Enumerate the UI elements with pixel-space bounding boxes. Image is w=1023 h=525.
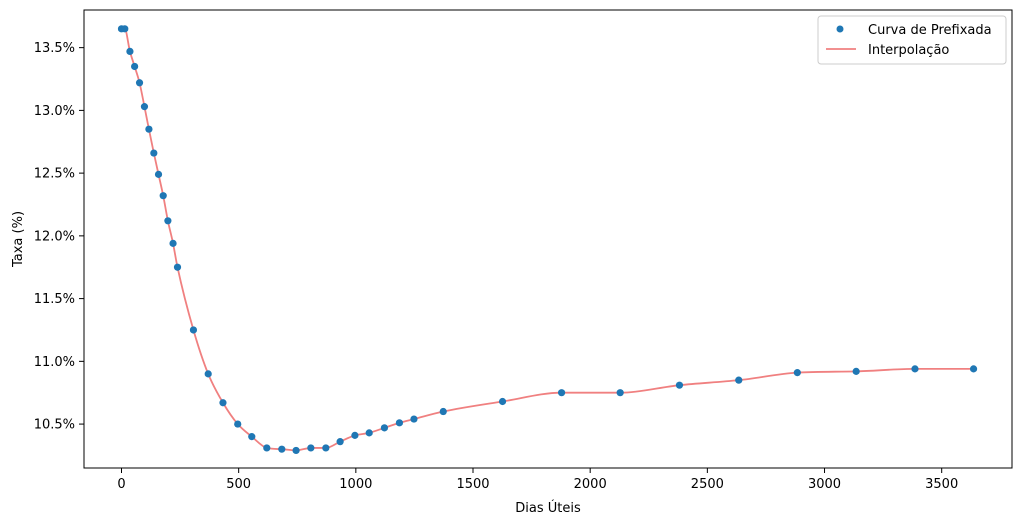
data-point	[336, 438, 344, 446]
data-point	[911, 365, 919, 373]
scatter-points-layer	[117, 25, 978, 455]
x-axis-label: Dias Úteis	[515, 500, 581, 516]
x-tick-label: 3000	[808, 477, 841, 492]
x-tick-label: 500	[226, 477, 251, 492]
x-tick-label: 3500	[925, 477, 958, 492]
data-point	[126, 47, 134, 56]
data-point	[292, 446, 300, 455]
y-tick-label: 11.5%	[34, 292, 75, 307]
y-tick-label: 13.0%	[34, 104, 75, 119]
data-point	[263, 444, 271, 452]
data-point	[204, 370, 212, 378]
data-point	[675, 381, 684, 389]
data-point	[322, 444, 330, 452]
legend-box	[817, 15, 1007, 65]
y-tick-label: 10.5%	[34, 418, 75, 433]
data-point	[307, 444, 315, 452]
y-tick-label: 13.5%	[34, 41, 75, 56]
data-point	[234, 420, 242, 428]
data-point	[159, 192, 167, 200]
data-point	[131, 62, 139, 71]
legend-label-line: Interpolação	[868, 43, 949, 58]
data-point	[969, 365, 978, 373]
data-point	[351, 431, 359, 439]
data-point	[395, 419, 404, 427]
legend-label-scatter: Curva de Prefixada	[868, 23, 992, 38]
data-point	[380, 424, 389, 432]
data-point	[735, 376, 743, 384]
data-point	[140, 103, 149, 111]
data-point	[173, 263, 182, 271]
data-point	[439, 407, 447, 416]
x-tick-label: 1500	[456, 477, 489, 492]
data-point	[219, 399, 227, 407]
data-point	[121, 25, 129, 33]
data-point	[557, 389, 566, 397]
data-point	[135, 79, 144, 87]
x-tick-label: 2000	[574, 477, 607, 492]
x-tick-label: 2500	[691, 477, 724, 492]
data-point	[169, 239, 177, 247]
data-point	[150, 149, 158, 157]
data-point	[498, 397, 507, 406]
x-axis: 0 500 1000 1500 2000 2500 3000 3500	[117, 468, 958, 492]
data-point	[616, 389, 624, 397]
data-point	[410, 415, 418, 423]
data-point	[164, 217, 172, 225]
x-tick-label: 0	[117, 477, 125, 492]
y-axis-label: Taxa (%)	[11, 211, 26, 268]
data-point	[793, 369, 801, 377]
data-point	[852, 367, 860, 375]
x-tick-label: 1000	[339, 477, 372, 492]
data-point	[189, 326, 198, 334]
legend-marker-scatter	[836, 25, 844, 33]
data-point	[154, 170, 163, 178]
y-axis: 10.5% 11.0% 11.5% 12.0% 12.5% 13.0% 13.5%	[34, 41, 84, 433]
data-point	[278, 445, 286, 453]
plot-frame	[83, 9, 1013, 469]
y-tick-label: 12.5%	[34, 167, 75, 182]
legend: Curva de Prefixada Interpolação	[817, 15, 1007, 65]
y-tick-label: 12.0%	[34, 229, 75, 244]
data-point	[145, 125, 153, 133]
data-point	[248, 433, 256, 441]
y-tick-label: 11.0%	[34, 355, 75, 370]
data-point	[365, 429, 373, 437]
